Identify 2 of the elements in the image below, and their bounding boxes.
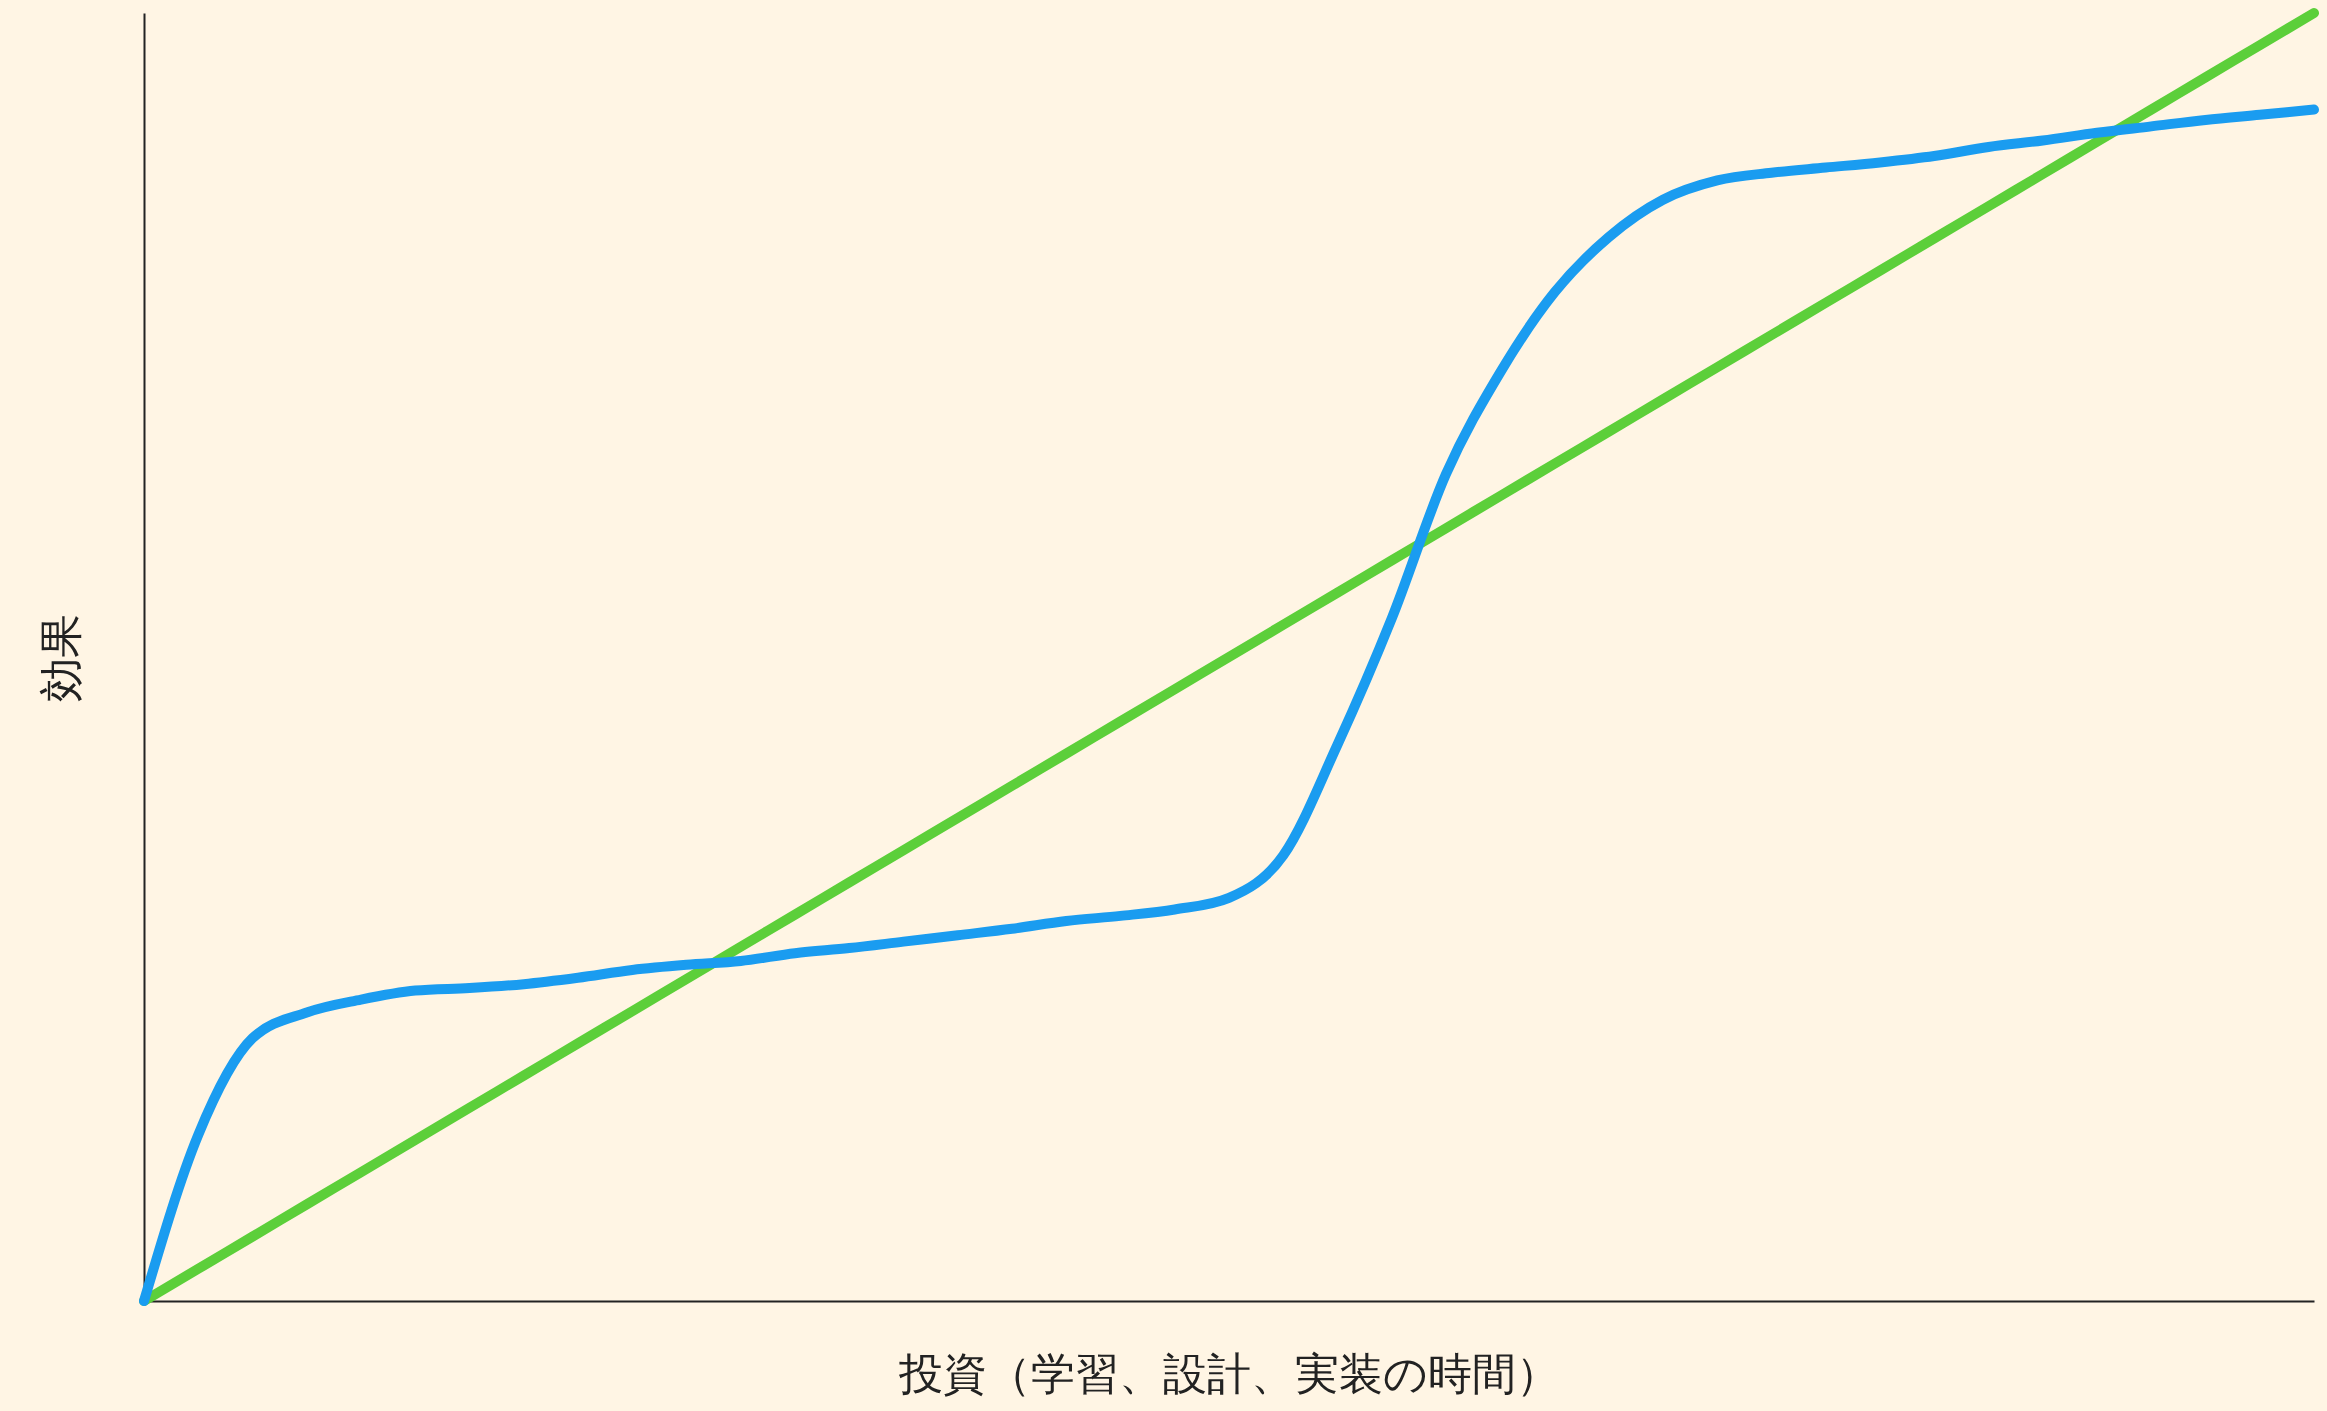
x-axis-title: 投資（学習、設計、実装の時間）: [898, 1347, 1560, 1399]
y-axis-title: 効果: [34, 613, 86, 702]
